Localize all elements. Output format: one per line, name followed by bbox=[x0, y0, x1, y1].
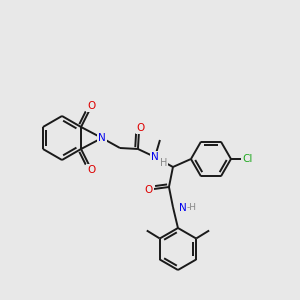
Text: N: N bbox=[179, 203, 187, 213]
Text: O: O bbox=[87, 165, 95, 175]
Text: O: O bbox=[145, 185, 153, 195]
Text: Cl: Cl bbox=[243, 154, 253, 164]
Text: N: N bbox=[98, 133, 106, 143]
Text: -H: -H bbox=[187, 203, 197, 212]
Text: O: O bbox=[87, 101, 95, 111]
Text: H: H bbox=[160, 158, 168, 168]
Text: O: O bbox=[137, 123, 145, 133]
Text: N: N bbox=[151, 152, 159, 162]
